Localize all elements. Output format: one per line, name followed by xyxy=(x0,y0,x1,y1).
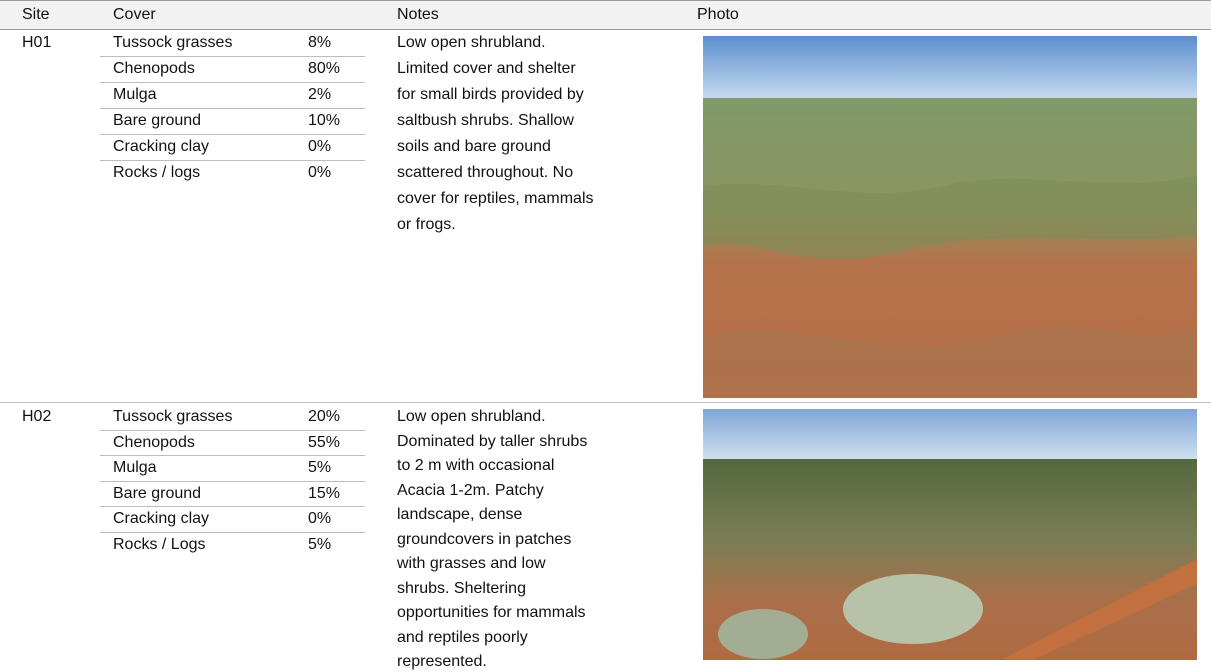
cover-divider xyxy=(100,82,365,83)
cover-label: Tussock grasses xyxy=(113,408,233,425)
cover-label: Chenopods xyxy=(113,433,195,451)
cover-value: 0% xyxy=(308,510,332,528)
cover-label: Chenopods xyxy=(113,60,195,77)
notes-line: Low open shrubland. xyxy=(397,34,546,51)
cover-divider xyxy=(100,108,365,109)
cover-label: Cracking clay xyxy=(113,510,210,528)
header-cell: Notes xyxy=(397,6,439,23)
cover-value: 80% xyxy=(308,60,341,77)
notes-line: Dominated by taller shrubs xyxy=(397,432,588,450)
cover-label: Rocks / Logs xyxy=(113,536,206,553)
cover-value: 15% xyxy=(308,484,341,502)
cover-label: Bare ground xyxy=(113,484,202,502)
notes-line: shrubs. Sheltering xyxy=(397,579,526,597)
cover-label: Mulga xyxy=(113,459,157,477)
cover-label: Cracking clay xyxy=(113,138,210,155)
cover-divider xyxy=(100,56,365,57)
notes-line: cover for reptiles, mammals xyxy=(397,190,594,207)
notes-line: landscape, dense xyxy=(397,506,523,523)
cover-divider xyxy=(100,160,365,161)
cover-value: 55% xyxy=(308,433,341,451)
notes-line: Low open shrubland. xyxy=(397,408,546,425)
notes-line: soils and bare ground xyxy=(397,138,551,155)
site-id: H01 xyxy=(22,34,52,51)
header-cell: Cover xyxy=(113,6,156,23)
cover-value: 20% xyxy=(308,408,341,425)
notes-line: groundcovers in patches xyxy=(397,530,572,548)
cover-label: Bare ground xyxy=(113,112,202,129)
notes-line: for small birds provided by xyxy=(397,86,584,103)
cover-value: 0% xyxy=(308,164,332,181)
photo-h01 xyxy=(703,36,1197,398)
notes-line: or frogs. xyxy=(397,216,456,233)
notes-line: and reptiles poorly xyxy=(397,628,528,646)
cover-divider xyxy=(100,455,365,457)
photo-h02 xyxy=(703,409,1197,660)
cover-label: Rocks / logs xyxy=(113,164,201,181)
cover-divider xyxy=(100,480,365,482)
notes-line: Limited cover and shelter xyxy=(397,60,576,77)
cover-value: 5% xyxy=(308,459,332,477)
cover-value: 10% xyxy=(308,112,341,129)
cover-divider xyxy=(100,532,365,533)
notes-line: scattered throughout. No xyxy=(397,164,574,181)
notes-line: Acacia 1-2m. Patchy xyxy=(397,481,544,499)
cover-divider xyxy=(100,429,365,431)
cover-label: Mulga xyxy=(113,86,157,103)
cover-value: 8% xyxy=(308,34,332,51)
cover-divider xyxy=(100,134,365,135)
header-cell: Site xyxy=(22,6,50,23)
cover-label: Tussock grasses xyxy=(113,34,233,51)
cover-divider xyxy=(100,506,365,508)
site-id: H02 xyxy=(22,408,52,425)
notes-line: opportunities for mammals xyxy=(397,604,586,621)
header-row xyxy=(0,0,1211,30)
row-divider xyxy=(0,402,1211,403)
header-cell: Photo xyxy=(697,6,739,23)
notes-line: saltbush shrubs. Shallow xyxy=(397,112,574,129)
cover-value: 2% xyxy=(308,86,332,103)
cover-value: 0% xyxy=(308,138,332,155)
notes-line: represented. xyxy=(397,653,487,670)
cover-value: 5% xyxy=(308,536,332,553)
notes-line: with grasses and low xyxy=(397,555,546,572)
notes-line: to 2 m with occasional xyxy=(397,457,555,474)
